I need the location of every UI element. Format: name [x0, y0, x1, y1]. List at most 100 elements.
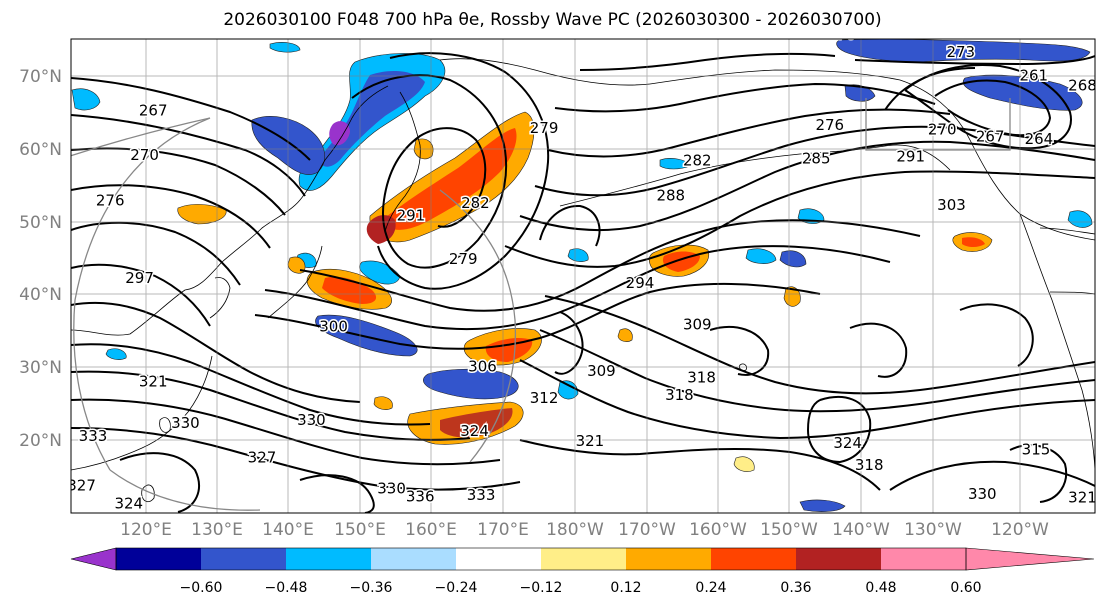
contour-label: 315: [1022, 441, 1051, 459]
arc-bottom: [109, 469, 261, 511]
contour-label: 333: [467, 486, 496, 504]
contour-label: 333: [79, 427, 108, 445]
contour-line: [579, 52, 836, 71]
contour-label: 261: [1019, 67, 1048, 85]
contour-label: 318: [665, 386, 694, 404]
contour-label: 324: [460, 422, 489, 440]
contour-line: [554, 311, 584, 375]
anomaly-pos-pac-3: [373, 396, 393, 410]
lat-label: 60°N: [19, 140, 62, 160]
contour-label: 330: [297, 411, 326, 429]
anomaly-pos-pac-2: [783, 286, 801, 307]
contour-label: 327: [248, 449, 277, 467]
contour-label: 330: [968, 485, 997, 503]
contour-label: 279: [530, 119, 559, 137]
coastline-namerica: [1019, 213, 1095, 471]
colorbar-segment: [541, 548, 626, 570]
contour-label: 279: [449, 250, 478, 268]
contour-label: 309: [683, 316, 712, 334]
colorbar-tick-label: −0.12: [520, 580, 563, 596]
lon-label: 140°E: [262, 520, 314, 540]
lon-label: 130°E: [191, 520, 243, 540]
contour-line: [519, 439, 881, 491]
contour-label: 300: [319, 318, 348, 336]
contour-line: [299, 219, 921, 312]
coastline-aleutians: [559, 144, 951, 207]
contour-label: 321: [1068, 489, 1097, 507]
coastline-philippines: [141, 484, 155, 503]
colorbar-tick-label: −0.48: [265, 580, 308, 596]
contour-line: [71, 343, 431, 426]
coastline-hawaii: [739, 363, 747, 371]
contour-line: [889, 460, 1095, 491]
contour-line: [539, 329, 1095, 413]
contour-label: 268: [1068, 77, 1097, 95]
anomaly-neg-kamchatka-core: [320, 70, 425, 167]
contour-label: 306: [468, 358, 497, 376]
contour-line: [554, 82, 936, 113]
lat-label: 70°N: [19, 67, 62, 87]
anomaly-neg-pac-9: [105, 348, 127, 360]
contour-label: 276: [827, 25, 856, 43]
anomaly-pos-subtrop-2-core: [440, 408, 513, 438]
contour-label: 291: [896, 147, 925, 165]
anomaly-neg-pac-1: [745, 248, 777, 264]
contour-label: 294: [626, 274, 655, 292]
lon-label: 130°W: [904, 520, 962, 540]
colorbar-segment: [796, 548, 881, 570]
contour-line: [351, 74, 508, 269]
lon-label: 160°E: [405, 520, 457, 540]
colorbar-tick-label: 0.48: [865, 580, 896, 596]
lon-label: 160°W: [689, 520, 747, 540]
lon-label: 140°W: [832, 520, 890, 540]
contour-line: [539, 204, 601, 247]
colorbar-segment: [201, 548, 286, 570]
anomaly-neg-subtrop: [423, 368, 519, 400]
contour-line: [71, 77, 311, 161]
map-frame: [70, 38, 1096, 514]
contour-label: 282: [461, 194, 490, 212]
contour-label: 276: [96, 192, 125, 210]
anomaly-neg-pac-7: [567, 248, 589, 262]
colorbar-tick-label: −0.24: [435, 580, 478, 596]
anomaly-pos-pac-7: [617, 328, 633, 342]
contour-line: [254, 282, 821, 350]
contour-line: [71, 398, 501, 466]
coastline-asia: [71, 85, 389, 336]
shading-negative: [71, 39, 1093, 512]
colorbar-segment: [881, 548, 966, 570]
anomaly-pos-alaska-core: [962, 237, 985, 247]
contour-line: [299, 474, 375, 513]
lon-label: 120°E: [120, 520, 172, 540]
contour-line: [884, 67, 976, 111]
contour-line: [544, 295, 1095, 395]
map-title: 2026030100 F048 700 hPa θe, Rossby Wave …: [223, 10, 882, 30]
lat-label: 50°N: [19, 213, 62, 233]
contour-label: 291: [397, 206, 426, 224]
arc-right: [439, 189, 517, 463]
colorbar-segment: [626, 548, 711, 570]
contour-label: 288: [656, 187, 685, 205]
anomaly-neg-pac-5: [1067, 210, 1093, 228]
contour-line: [806, 395, 872, 464]
contour-label: 330: [171, 414, 200, 432]
coastline-taiwan: [159, 417, 171, 433]
coastline-japan: [267, 245, 323, 319]
lat-label: 30°N: [19, 358, 62, 378]
anomaly-neg-alaska: [836, 39, 1091, 63]
contour-label: 321: [576, 432, 605, 450]
colorbar-frame-right: [965, 547, 1095, 571]
contour-line: [534, 125, 1095, 197]
colorbar-tick-label: −0.36: [350, 580, 393, 596]
contour-line: [71, 184, 271, 249]
anomaly-neg-japan-1: [315, 314, 418, 357]
lat-label: 40°N: [19, 285, 62, 305]
shading-positive: [177, 111, 993, 472]
contour-line: [547, 108, 951, 158]
colorbar-extend-high: [966, 548, 1094, 570]
anomaly-neg-purple: [329, 121, 350, 146]
coastline-korea: [209, 277, 231, 319]
lon-label: 120°W: [991, 520, 1049, 540]
